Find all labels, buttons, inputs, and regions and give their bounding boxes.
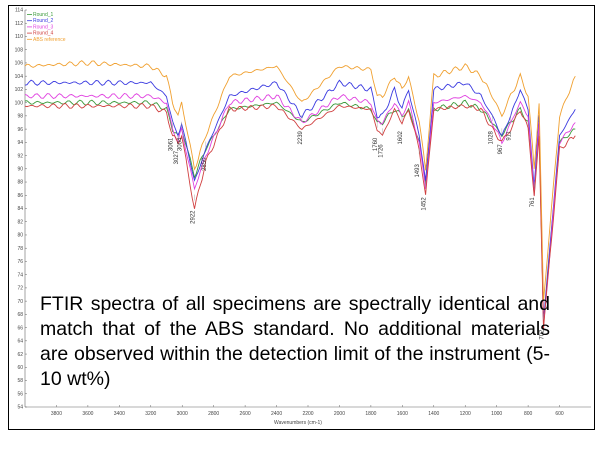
peak-label: 967	[498, 144, 504, 155]
series-line-round-3	[24, 92, 576, 326]
x-tick-label: 1600	[397, 411, 408, 417]
y-tick-label: 86	[17, 193, 23, 199]
x-tick-label: 2800	[208, 411, 219, 417]
y-tick-label: 104	[15, 74, 24, 80]
y-tick-label: 84	[17, 206, 23, 212]
x-tick-label: 2000	[334, 411, 345, 417]
y-tick-label: 94	[17, 140, 23, 146]
peak-label: 2239	[298, 130, 304, 144]
y-tick-label: 58	[17, 378, 23, 384]
y-tick-label: 54	[17, 405, 23, 411]
y-tick-label: 56	[17, 391, 23, 397]
y-tick-label: 82	[17, 219, 23, 225]
x-tick-label: 2200	[302, 411, 313, 417]
peak-label: 2850	[202, 157, 208, 171]
x-tick-label: 3800	[51, 411, 62, 417]
y-tick-label: 112	[15, 21, 23, 27]
y-tick-label: 64	[17, 339, 23, 345]
y-tick-label: 96	[17, 127, 23, 133]
x-tick-label: 1000	[491, 411, 502, 417]
peak-label: 1602	[398, 130, 404, 144]
x-tick-label: 1400	[428, 411, 439, 417]
peak-label: 1760	[373, 137, 379, 151]
y-tick-label: 74	[17, 272, 23, 278]
y-tick-label: 102	[15, 87, 24, 93]
peak-label: 1452	[422, 197, 428, 211]
x-tick-label: 3600	[82, 411, 93, 417]
peak-label: 761	[530, 197, 536, 208]
legend-entry: ABS reference	[33, 37, 66, 43]
x-tick-label: 3400	[114, 411, 125, 417]
ftir-chart: 54 56 58 60 62 64 66 68 70 72 74 76 78 80 82 84 86 88 90 92…	[15, 8, 591, 426]
peak-label: 1028	[488, 130, 494, 144]
series-line-round-2	[24, 79, 576, 323]
y-tick-label: 62	[17, 352, 23, 358]
x-tick-label: 1200	[460, 411, 471, 417]
x-tick-label: 2400	[271, 411, 282, 417]
y-tick-label: 68	[17, 312, 23, 318]
y-tick-label: 114	[15, 8, 23, 14]
x-tick-label: 3200	[145, 411, 156, 417]
chart-frame: 54 56 58 60 62 64 66 68 70 72 74 76 78 80 82 84 86 88 90 92…	[8, 5, 595, 430]
peak-label: 1493	[415, 164, 421, 178]
y-tick-label: 78	[17, 246, 23, 252]
y-tick-label: 98	[17, 114, 23, 120]
y-tick-label: 76	[17, 259, 23, 265]
legend-entry: Round_3	[33, 24, 54, 30]
y-tick-label: 70	[17, 299, 23, 305]
y-tick-label: 100	[15, 100, 24, 106]
x-tick-label: 1800	[365, 411, 376, 417]
peak-label: 3027	[174, 150, 180, 164]
y-tick-label: 110	[15, 34, 23, 40]
x-axis-label: Wavenumbers (cm-1)	[274, 420, 322, 426]
y-tick-label: 92	[17, 153, 23, 159]
y-tick-label: 66	[17, 325, 23, 331]
series-line-round-1	[24, 99, 576, 322]
x-tick-label: 2600	[240, 411, 251, 417]
legend-entry: Round_4	[33, 31, 54, 37]
peak-label: 2922	[190, 210, 196, 224]
y-tick-label: 80	[17, 233, 23, 239]
peak-label: 911	[507, 130, 513, 140]
y-tick-label: 108	[15, 47, 24, 53]
y-tick-label: 106	[15, 61, 24, 67]
x-tick-label: 800	[524, 411, 533, 417]
legend-entry: Round_1	[33, 12, 54, 18]
x-tick-label: 3000	[177, 411, 188, 417]
peak-label: 1726	[379, 144, 385, 158]
y-tick-label: 90	[17, 167, 23, 173]
x-tick-label: 600	[555, 411, 564, 417]
y-tick-label: 60	[17, 365, 23, 371]
y-tick-label: 88	[17, 180, 23, 186]
legend-entry: Round_2	[33, 18, 54, 24]
y-tick-label: 72	[17, 286, 23, 292]
peak-label: 702	[540, 329, 546, 340]
peak-label: 3004	[178, 137, 184, 151]
series-line-round-4	[24, 103, 576, 330]
chart-caption: FTIR spectra of all specimens are spectr…	[40, 293, 550, 390]
peak-label: 3061	[169, 137, 175, 151]
series-line-abs-reference	[24, 60, 576, 301]
